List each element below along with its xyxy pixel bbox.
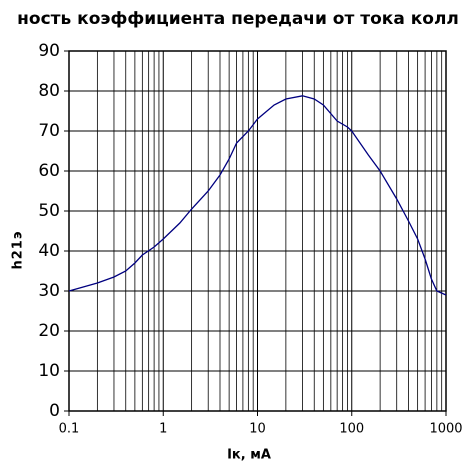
y-tick-label: 30 <box>38 281 60 301</box>
y-tick-label: 80 <box>38 81 60 101</box>
y-tick-label: 70 <box>38 121 60 141</box>
x-tick-label: 1000 <box>429 422 462 437</box>
y-tick-label: 40 <box>38 241 60 261</box>
y-tick-label: 90 <box>38 41 60 61</box>
y-tick-label: 0 <box>49 401 60 421</box>
data-line <box>68 95 447 296</box>
plot-frame <box>68 50 447 412</box>
y-tick-label: 60 <box>38 161 60 181</box>
y-tick-label: 20 <box>38 321 60 341</box>
y-tick-label: 50 <box>38 201 60 221</box>
x-tick-label: 1 <box>159 422 167 437</box>
x-axis-label: Iк, мА <box>227 448 271 463</box>
x-tick-label: 10 <box>249 422 266 437</box>
chart-title: ность коэффициента передачи от тока колл <box>17 9 459 29</box>
x-tick-label: 0.1 <box>59 422 80 437</box>
x-tick-label: 100 <box>339 422 364 437</box>
y-axis-label: h21э <box>11 230 26 269</box>
y-tick-label: 10 <box>38 361 60 381</box>
